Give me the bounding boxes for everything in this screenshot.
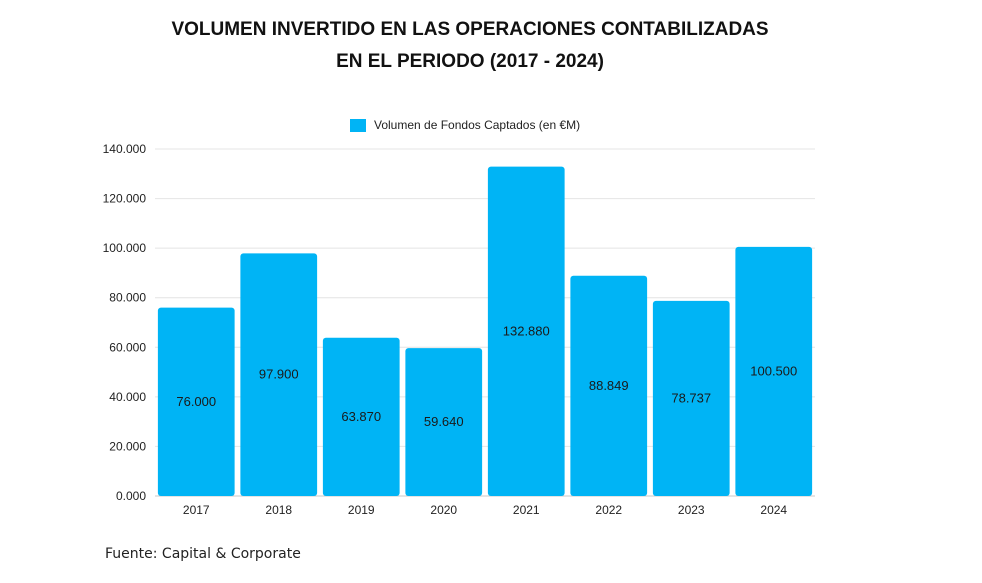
data-label: 78.737 (671, 390, 711, 405)
data-label: 97.900 (259, 367, 299, 382)
data-label: 76.000 (176, 394, 216, 409)
data-label: 59.640 (424, 414, 464, 429)
x-axis: 2017 2018 2019 2020 2021 2022 2023 2024 (183, 503, 788, 517)
bar-2020 (405, 348, 483, 496)
chart-title-line1: VOLUMEN INVERTIDO EN LAS OPERACIONES CON… (171, 19, 769, 40)
data-label: 88.849 (589, 378, 629, 393)
y-axis: 0.000 20.000 40.000 60.000 80.000 100.000 120.… (103, 142, 147, 503)
bar-2019 (322, 337, 400, 496)
y-tick-label: 100.000 (103, 241, 147, 255)
bar-2022 (570, 275, 648, 496)
legend-label: Volumen de Fondos Captados (en €M) (374, 118, 581, 132)
chart-title: VOLUMEN INVERTIDO EN LAS OPERACIONES CON… (0, 14, 940, 78)
bar-2017 (157, 307, 235, 496)
y-tick-label: 120.000 (103, 192, 147, 206)
y-tick-label: 40.000 (109, 390, 146, 404)
y-tick-label: 140.000 (103, 142, 147, 156)
data-label: 132.880 (503, 323, 550, 338)
bar-2023 (652, 300, 730, 496)
chart-legend: Volumen de Fondos Captados (en €M) (350, 118, 580, 132)
x-tick-label: 2019 (348, 503, 375, 517)
x-tick-label: 2024 (760, 503, 787, 517)
chart-bars: 76.000 97.900 63.870 59.640 132.880 88.849 78.… (157, 166, 813, 496)
y-tick-label: 0.000 (116, 489, 146, 503)
x-tick-label: 2023 (678, 503, 705, 517)
bar-2021 (487, 166, 565, 496)
data-label: 63.870 (341, 409, 381, 424)
y-tick-label: 60.000 (109, 340, 146, 354)
x-tick-label: 2017 (183, 503, 210, 517)
x-tick-label: 2022 (595, 503, 622, 517)
source-note: Fuente: Capital & Corporate (105, 546, 301, 562)
bar-2018 (240, 253, 318, 496)
y-tick-label: 20.000 (109, 439, 146, 453)
chart-title-line2: EN EL PERIODO (2017 - 2024) (336, 51, 604, 72)
x-tick-label: 2020 (430, 503, 457, 517)
bar-2024 (735, 246, 813, 496)
data-label: 100.500 (750, 363, 797, 378)
y-tick-label: 80.000 (109, 291, 146, 305)
x-tick-label: 2018 (265, 503, 292, 517)
x-tick-label: 2021 (513, 503, 540, 517)
legend-swatch (350, 118, 366, 132)
